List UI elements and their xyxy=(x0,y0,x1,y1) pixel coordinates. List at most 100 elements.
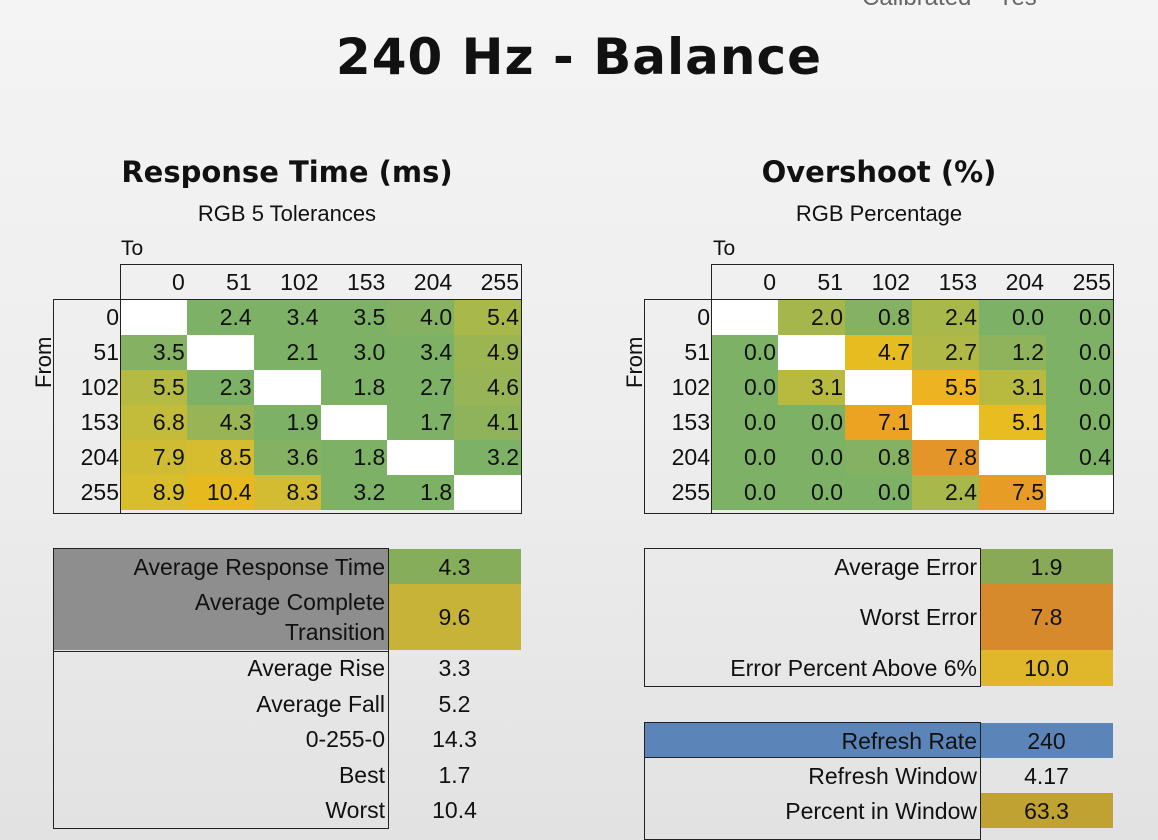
overshoot-corner-cell xyxy=(645,265,711,300)
response-corner-cell xyxy=(54,265,120,300)
response-row-header: 153 xyxy=(80,409,120,435)
response-heatmap-cell xyxy=(454,475,521,510)
overshoot-title: Overshoot (%) xyxy=(761,155,997,189)
worst-label: Worst xyxy=(325,796,385,823)
overshoot-heatmap-cell: 0.0 xyxy=(1046,370,1113,405)
overshoot-to-label: To xyxy=(713,237,736,260)
overshoot-heatmap-cell: 1.2 xyxy=(979,335,1046,370)
cycle-value: 14.3 xyxy=(432,726,477,752)
best-value: 1.7 xyxy=(438,761,471,788)
error-pct-label: Error Percent Above 6% xyxy=(730,655,977,681)
response-heatmap-cell: 4.6 xyxy=(454,370,521,405)
avg-complete-value: 9.6 xyxy=(388,584,521,650)
response-heatmap-cell: 1.8 xyxy=(387,475,455,510)
overshoot-row-header: 255 xyxy=(671,479,710,505)
response-heatmap-cell xyxy=(253,370,321,405)
overshoot-subtitle: RGB Percentage xyxy=(795,201,963,226)
response-heatmap-cell: 1.8 xyxy=(320,440,388,475)
error-pct-value: 10.0 xyxy=(980,650,1113,686)
response-heatmap-cell: 4.3 xyxy=(186,405,254,440)
response-row-header: 255 xyxy=(80,479,120,505)
overshoot-heatmap-cell: 7.5 xyxy=(979,475,1046,510)
overshoot-heatmap: 0 51 102 153 204 255 0 2.0 0.8 2.4 0.0 0.0 51 0.0 4.7 2… xyxy=(645,265,1113,510)
response-heatmap-cell: 3.5 xyxy=(120,335,187,370)
response-stats-table: Average Response Time 4.3 Average Comple… xyxy=(54,549,521,827)
response-col-header: 102 xyxy=(280,269,319,295)
response-heatmap-cell: 8.9 xyxy=(120,475,187,510)
response-heatmap-cell: 4.0 xyxy=(387,300,455,335)
overshoot-heatmap-cell: 0.8 xyxy=(845,440,912,475)
response-heatmap-cell: 5.4 xyxy=(454,300,521,335)
response-heatmap-cell: 3.4 xyxy=(253,300,321,335)
overshoot-heatmap-cell: 0.0 xyxy=(711,405,778,440)
worst-error-label: Worst Error xyxy=(859,604,977,630)
overshoot-heatmap-cell: 0.4 xyxy=(1046,440,1113,475)
overshoot-heatmap-cell xyxy=(979,440,1046,475)
avg-rise-label: Average Rise xyxy=(247,655,385,681)
overshoot-heatmap-cell: 0.0 xyxy=(711,475,778,510)
response-row-header: 0 xyxy=(106,304,120,330)
best-label: Best xyxy=(338,761,385,788)
response-heatmap-cell: 1.9 xyxy=(253,405,321,440)
overshoot-col-header: 153 xyxy=(938,269,977,295)
avg-rise-value: 3.3 xyxy=(438,655,471,681)
overshoot-heatmap-cell xyxy=(845,370,912,405)
avg-error-value: 1.9 xyxy=(980,549,1113,584)
response-row-header: 51 xyxy=(93,339,120,365)
response-heatmap-cell: 6.8 xyxy=(120,405,187,440)
overshoot-heatmap-cell: 0.0 xyxy=(711,440,778,475)
overshoot-heatmap-cell: 5.1 xyxy=(979,405,1046,440)
response-heatmap-cell: 5.5 xyxy=(120,370,187,405)
response-heatmap-cell xyxy=(387,440,455,475)
percent-window-value: 63.3 xyxy=(980,793,1113,828)
overshoot-heatmap-cell: 0.0 xyxy=(778,475,845,510)
response-heatmap-cell: 8.5 xyxy=(186,440,254,475)
overshoot-heatmap-cell: 0.0 xyxy=(778,440,845,475)
response-heatmap-cell: 7.9 xyxy=(120,440,187,475)
overshoot-row-header: 102 xyxy=(671,374,710,400)
avg-complete-label: Average Complete Transition xyxy=(54,584,388,650)
avg-fall-label: Average Fall xyxy=(256,690,385,717)
overshoot-heatmap-cell: 7.8 xyxy=(912,440,979,475)
refresh-rate-value: 240 xyxy=(980,723,1113,758)
percent-window-label: Percent in Window xyxy=(785,797,977,824)
response-col-header: 204 xyxy=(413,269,453,295)
response-heatmap-cell: 3.4 xyxy=(387,335,455,370)
overshoot-heatmap-cell xyxy=(912,405,979,440)
page-title: 240 Hz - Balance xyxy=(335,28,823,86)
response-heatmap-cell xyxy=(186,335,254,370)
overshoot-col-header: 204 xyxy=(1005,269,1044,295)
response-heatmap-cell: 8.3 xyxy=(253,475,321,510)
avg-response-value: 4.3 xyxy=(388,549,521,584)
overshoot-heatmap-cell xyxy=(1046,475,1113,510)
refresh-window-label: Refresh Window xyxy=(808,762,977,789)
avg-response-label: Average Response Time xyxy=(54,549,388,584)
avg-error-label: Average Error xyxy=(834,553,977,580)
refresh-stats-table: Refresh Rate 240 Refresh Window 4.17 Per… xyxy=(645,723,1113,828)
avg-complete-label-line2: Transition xyxy=(284,619,385,645)
overshoot-row-header: 153 xyxy=(671,409,710,435)
worst-error-value: 7.8 xyxy=(980,584,1113,650)
overshoot-heatmap-cell: 0.8 xyxy=(845,300,912,335)
overshoot-stats-table: Average Error 1.9 Worst Error 7.8 Error … xyxy=(645,549,1113,686)
response-to-label: To xyxy=(121,237,144,260)
response-heatmap-cell: 4.1 xyxy=(454,405,521,440)
overshoot-heatmap-cell: 3.1 xyxy=(778,370,845,405)
overshoot-heatmap-cell: 0.0 xyxy=(1046,405,1113,440)
response-time-subtitle: RGB 5 Tolerances xyxy=(197,201,377,226)
overshoot-row-header: 0 xyxy=(697,304,710,330)
response-heatmap-cell: 3.6 xyxy=(253,440,321,475)
overshoot-heatmap-cell: 0.0 xyxy=(1046,335,1113,370)
response-col-header: 0 xyxy=(172,269,185,295)
overshoot-row-header: 51 xyxy=(684,339,710,365)
overshoot-heatmap-cell: 0.0 xyxy=(711,335,778,370)
overshoot-heatmap-cell xyxy=(711,300,778,335)
response-heatmap-cell: 10.4 xyxy=(186,475,254,510)
response-heatmap-cell: 3.2 xyxy=(454,440,521,475)
overshoot-heatmap-cell: 0.0 xyxy=(979,300,1046,335)
overshoot-col-header: 102 xyxy=(871,269,910,295)
response-heatmap-cell: 2.7 xyxy=(387,370,455,405)
cycle-label: 0-255-0 xyxy=(305,726,385,752)
overshoot-heatmap-cell: 4.7 xyxy=(845,335,912,370)
response-row-header: 102 xyxy=(80,374,120,400)
